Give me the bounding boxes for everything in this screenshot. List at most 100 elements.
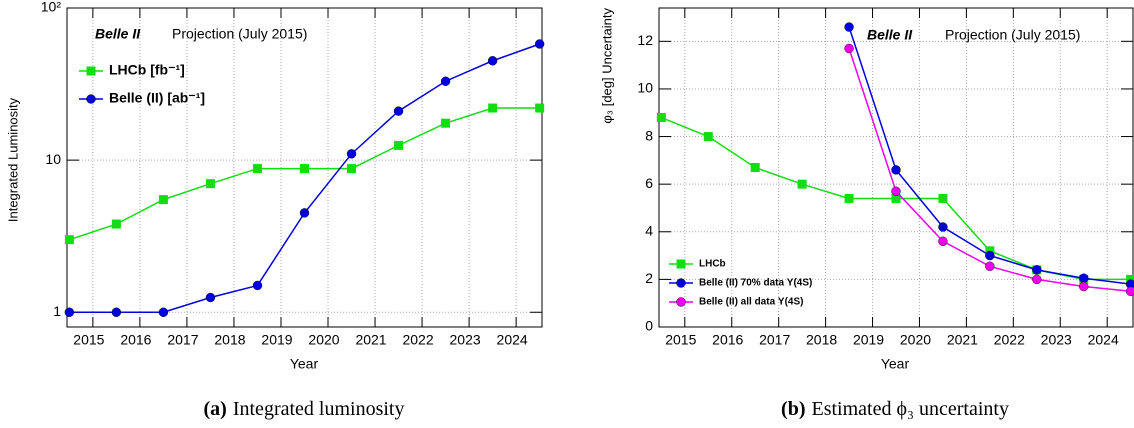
data-point [750, 163, 760, 172]
legend-marker [86, 66, 96, 76]
x-tick-label: 2022 [402, 332, 433, 348]
x-tick-label: 2021 [947, 332, 978, 348]
x-tick-label: 2022 [994, 332, 1025, 348]
data-point [703, 132, 713, 142]
annotation: Projection (July 2015) [945, 27, 1080, 43]
y-tick-label: 1 [53, 303, 61, 319]
y-tick-label: 8 [645, 127, 653, 143]
data-point [797, 179, 807, 189]
data-point [1032, 265, 1042, 275]
data-point [844, 22, 854, 32]
legend-label: Belle (II) [ab⁻¹] [109, 90, 205, 106]
legend-label: Belle (II) all data Υ(4S) [699, 297, 803, 308]
plot-frame [658, 7, 1134, 328]
data-point [440, 76, 451, 86]
legend-marker [676, 297, 686, 307]
annotation: Belle II [867, 27, 913, 43]
data-point [891, 186, 901, 197]
y-tick-label: 6 [645, 175, 653, 191]
x-tick-label: 2019 [853, 332, 884, 348]
data-point [1079, 273, 1089, 283]
data-point [64, 235, 74, 245]
x-tick-label: 2023 [450, 332, 481, 348]
data-point [347, 164, 357, 174]
data-point [441, 118, 451, 128]
x-tick-label: 2017 [167, 332, 198, 348]
data-point [1126, 274, 1134, 284]
data-point [252, 280, 263, 291]
y-tick-label: 12 [637, 32, 653, 48]
data-point [938, 222, 948, 232]
x-tick-label: 2018 [214, 332, 245, 348]
y-tick-label: 10 [637, 80, 653, 96]
legend-label: Belle (II) 70% data Υ(4S) [699, 278, 812, 289]
annotation: Projection (July 2015) [172, 26, 307, 42]
legend-label: LHCb [699, 259, 726, 270]
x-tick-label: 2015 [73, 332, 104, 348]
x-axis-label: Year [881, 356, 910, 372]
x-tick-label: 2019 [261, 332, 292, 348]
x-tick-label: 2023 [1041, 332, 1072, 348]
caption-text: Integrated luminosity [233, 398, 405, 420]
data-point [985, 246, 995, 256]
data-point [346, 149, 357, 159]
y-axis-label: Integrated Luminosity [5, 97, 20, 222]
data-point [205, 292, 216, 303]
data-point [488, 103, 498, 113]
x-axis-label: Year [290, 356, 319, 372]
x-tick-label: 2020 [900, 332, 931, 348]
data-point [985, 261, 995, 271]
data-point [111, 219, 121, 229]
data-point [535, 103, 545, 113]
data-point [534, 39, 545, 49]
data-point [985, 250, 995, 261]
legend-marker [676, 259, 686, 269]
data-point [891, 193, 901, 203]
data-point [1079, 281, 1089, 292]
y-tick-label: 10² [41, 0, 62, 15]
data-point [205, 179, 215, 189]
data-point [891, 165, 901, 175]
data-point [299, 208, 310, 218]
y-tick-label: 4 [645, 222, 653, 238]
data-point [844, 43, 854, 54]
data-point [300, 164, 309, 174]
caption-text: Estimated ϕ₃ uncertainty [812, 398, 1009, 420]
caption: (b) Estimated ϕ₃ uncertainty [781, 398, 1009, 420]
caption-label: (b) [781, 398, 805, 420]
x-tick-label: 2017 [759, 332, 790, 348]
data-point [393, 106, 404, 116]
caption-label: (a) [204, 398, 227, 420]
x-tick-label: 2018 [806, 332, 837, 348]
data-point [656, 113, 666, 123]
y-tick-label: 0 [645, 318, 653, 334]
data-point [158, 307, 169, 317]
y-tick-label: 2 [645, 270, 653, 286]
legend-marker [676, 278, 686, 288]
x-tick-label: 2021 [355, 332, 386, 348]
x-tick-label: 2024 [497, 332, 528, 348]
series-line [848, 26, 1131, 285]
y-tick-label: 10 [45, 151, 61, 167]
x-tick-label: 2016 [712, 332, 743, 348]
annotation: Belle II [95, 26, 141, 42]
data-point [938, 236, 948, 246]
x-tick-label: 2020 [308, 332, 339, 348]
data-point [938, 193, 948, 203]
x-tick-label: 2024 [1088, 332, 1119, 348]
data-point [64, 307, 75, 317]
data-point [844, 193, 854, 203]
caption: (a) Integrated luminosity [204, 398, 405, 420]
data-point [1125, 286, 1134, 296]
plot-frame [66, 7, 543, 328]
legend-label: LHCb [fb⁻¹] [109, 62, 185, 78]
y-axis-label: φ₃ [deg] Uncertainty [599, 8, 614, 124]
legend-marker [86, 94, 96, 104]
data-point [158, 195, 168, 205]
data-point [487, 56, 498, 66]
data-point [111, 307, 122, 317]
data-point [1032, 274, 1042, 285]
data-point [394, 140, 404, 150]
x-tick-label: 2016 [120, 332, 151, 348]
